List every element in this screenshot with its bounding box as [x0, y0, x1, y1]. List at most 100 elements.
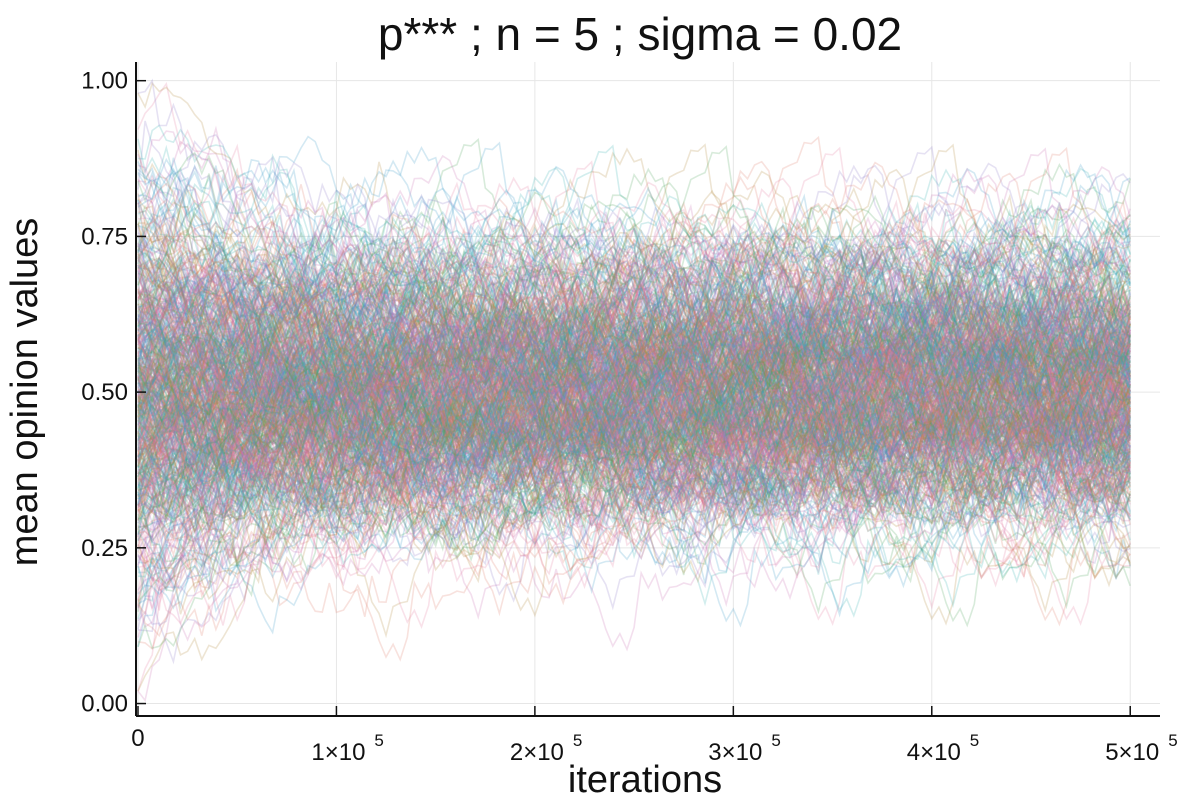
series-line [137, 321, 1131, 486]
series-line [137, 260, 1131, 692]
series-line [137, 266, 1131, 521]
chart-title: p*** ; n = 5 ; sigma = 0.02 [378, 8, 902, 60]
series-line [137, 334, 1131, 524]
series-line [137, 265, 1131, 540]
x-axis-label: iterations [568, 759, 722, 800]
series-line [137, 265, 1131, 493]
series-line [137, 365, 1131, 548]
x-tick-exponent: 5 [970, 731, 979, 750]
series-line [137, 167, 1131, 569]
series-line [137, 213, 1131, 505]
series-line [137, 153, 1131, 421]
series-line [137, 120, 1131, 499]
series-line [137, 408, 1131, 638]
series-line [137, 145, 1131, 448]
series-line [137, 227, 1131, 490]
series-line [137, 320, 1131, 597]
series-line [137, 294, 1131, 537]
series-line [137, 269, 1131, 540]
series-line [137, 270, 1131, 548]
series-line [137, 220, 1131, 432]
series-line [137, 319, 1131, 534]
series-line [137, 283, 1131, 595]
series-line [137, 255, 1131, 539]
series-line [137, 337, 1131, 613]
series-line [137, 306, 1131, 534]
series-line [137, 250, 1131, 530]
series-line [137, 197, 1131, 493]
series-line [137, 331, 1131, 498]
series-line [137, 230, 1131, 444]
series-line [137, 146, 1131, 491]
series-line [137, 265, 1131, 484]
series-line [137, 263, 1131, 556]
series-line [137, 225, 1131, 463]
series-line [137, 292, 1131, 488]
series-line [137, 312, 1131, 531]
series-line [137, 268, 1131, 616]
series-line [137, 209, 1131, 487]
series-line [137, 176, 1131, 394]
series-line [137, 193, 1131, 529]
series-line [137, 207, 1131, 436]
series-line [137, 370, 1131, 586]
series-line [137, 341, 1131, 614]
series-line [137, 324, 1131, 515]
series-line [137, 316, 1131, 566]
series-line [137, 290, 1131, 633]
series-line [137, 246, 1131, 474]
series-line [137, 385, 1131, 527]
series-line [137, 223, 1131, 472]
series-line [137, 232, 1131, 442]
series-line [137, 333, 1131, 532]
series-line [137, 237, 1131, 465]
series-line [137, 258, 1131, 530]
series-line [137, 319, 1131, 533]
series-line [137, 257, 1131, 451]
series-line [137, 270, 1131, 521]
series-line [137, 195, 1131, 578]
series-line [137, 236, 1131, 489]
series-line [137, 178, 1131, 557]
series-line [137, 234, 1131, 451]
series-line [137, 268, 1131, 532]
series-line [137, 318, 1131, 532]
series-line [137, 247, 1131, 521]
series-line [137, 308, 1131, 515]
series-line [137, 251, 1131, 494]
series-line [137, 310, 1131, 575]
series-line [137, 213, 1131, 547]
series-line [137, 351, 1131, 617]
series-line [137, 278, 1131, 513]
x-tick-label: 0 [131, 725, 144, 752]
series-line [137, 318, 1131, 627]
series-line [137, 343, 1131, 639]
series-line [137, 292, 1131, 519]
series-line [137, 343, 1131, 550]
series-line [137, 199, 1131, 427]
series-line [137, 256, 1131, 494]
series-line [137, 342, 1131, 546]
series-line [137, 194, 1131, 361]
series-line [137, 310, 1131, 518]
series-line [137, 286, 1131, 491]
series-line [137, 378, 1131, 594]
series-line [137, 269, 1131, 541]
series-line [137, 281, 1131, 541]
series-line [137, 271, 1131, 466]
x-tick-label: 5×10 [1105, 739, 1159, 766]
series-line [137, 170, 1131, 468]
series-line [137, 157, 1131, 392]
series-line [137, 244, 1131, 542]
series-line [137, 172, 1131, 462]
series-line [137, 262, 1131, 441]
series-line [137, 308, 1131, 560]
series-line [137, 256, 1131, 580]
series-line [137, 135, 1131, 424]
series-line [137, 181, 1131, 543]
series-line [137, 234, 1131, 511]
series-line [137, 81, 1131, 330]
series-line [137, 276, 1131, 483]
series-line [137, 296, 1131, 498]
series-line [137, 374, 1131, 564]
